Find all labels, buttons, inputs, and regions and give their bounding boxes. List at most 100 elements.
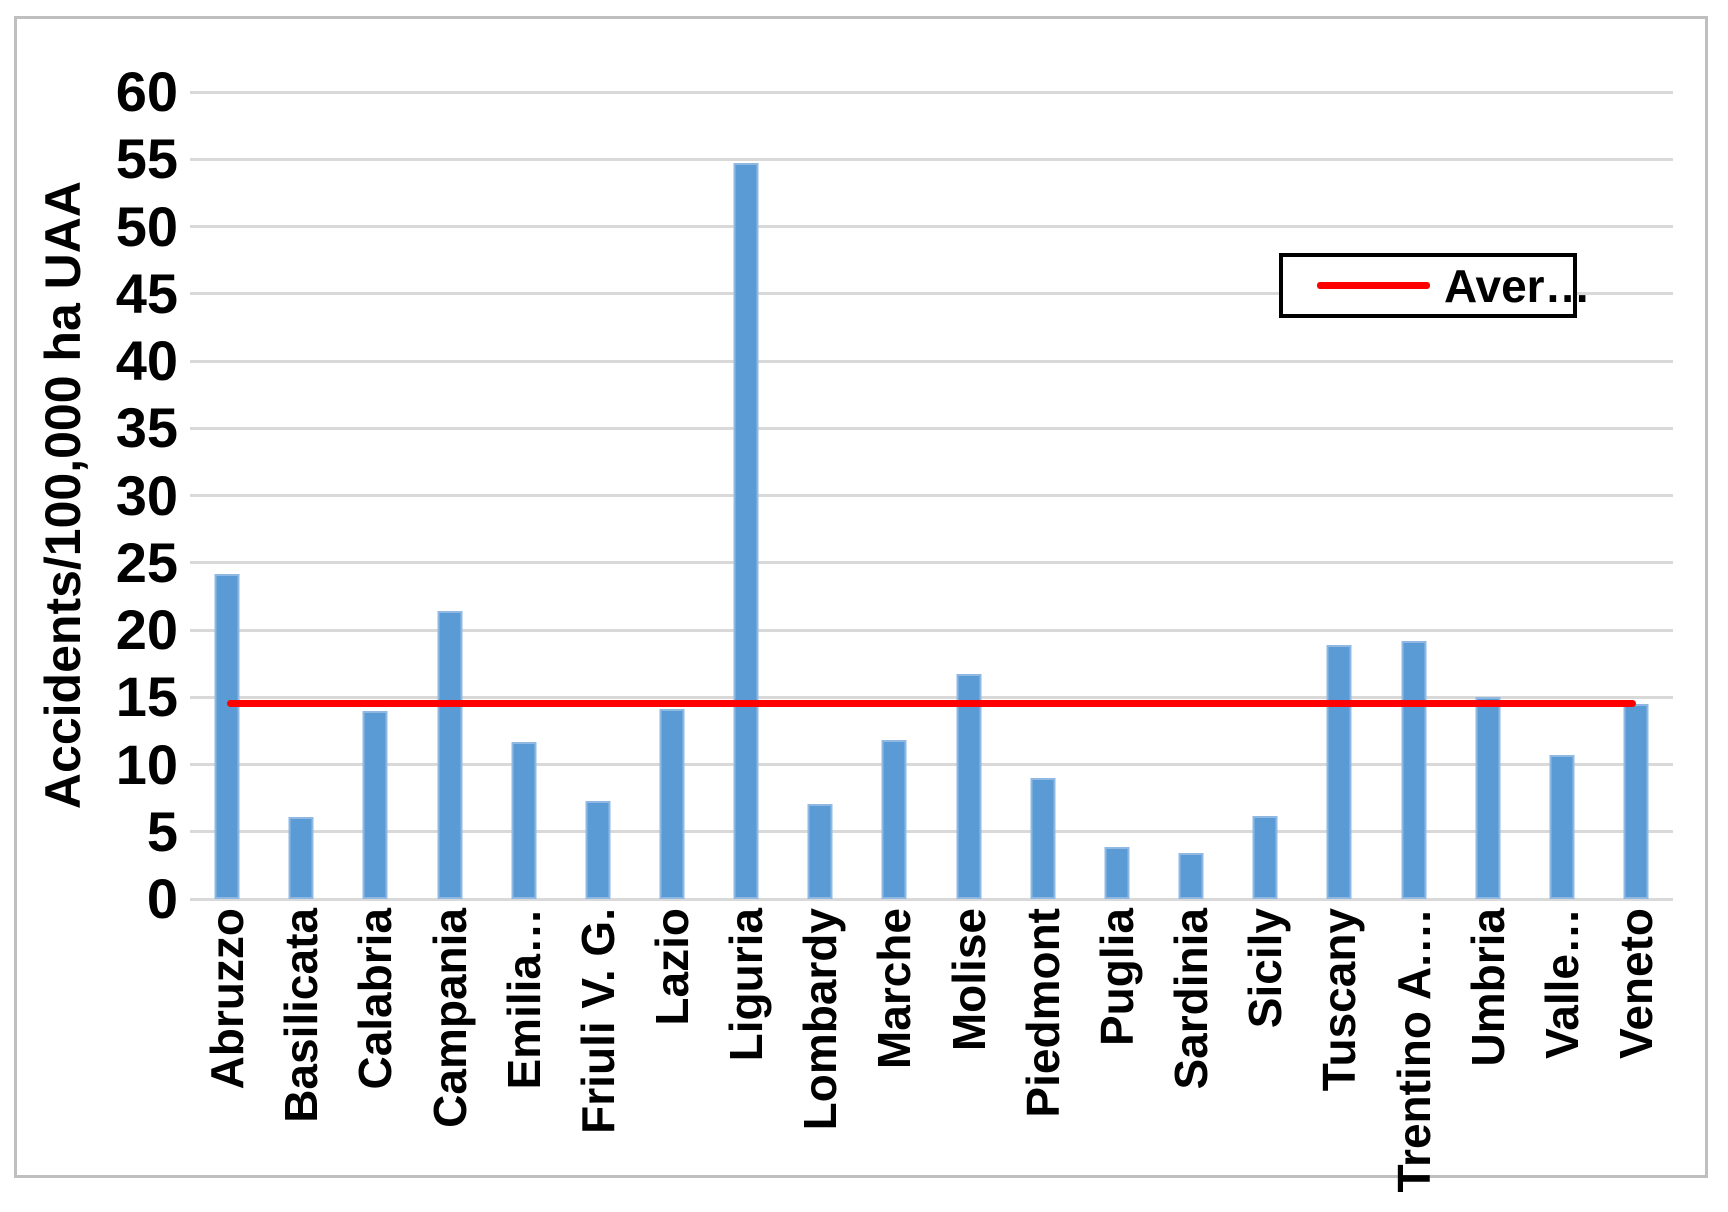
x-label-slot: Friuli V. G. bbox=[561, 908, 635, 1138]
x-label-slot: Trentino A.… bbox=[1377, 908, 1451, 1193]
bar-slot bbox=[412, 92, 486, 899]
x-category-label: Emilia… bbox=[497, 908, 550, 1090]
y-tick-label: 45 bbox=[115, 261, 178, 325]
chart-border-frame bbox=[14, 16, 1708, 1178]
bar-slot bbox=[1599, 92, 1673, 899]
gridline bbox=[190, 225, 1673, 228]
bar bbox=[1178, 853, 1204, 899]
bars-layer bbox=[190, 92, 1673, 899]
bar bbox=[1326, 644, 1352, 899]
bar bbox=[1401, 640, 1427, 899]
x-category-label: Friuli V. G. bbox=[571, 908, 624, 1134]
y-axis-labels: 0 5 10 15 20 25 30 35 40 45 50 55 60 bbox=[30, 64, 178, 927]
bar-slot bbox=[264, 92, 338, 899]
bar-slot bbox=[635, 92, 709, 899]
y-tick-label: 10 bbox=[115, 732, 178, 796]
x-label-slot: Liguria bbox=[709, 908, 783, 1138]
bar-slot bbox=[857, 92, 931, 899]
x-category-label: Molise bbox=[942, 908, 995, 1052]
gridline bbox=[190, 830, 1673, 834]
gridline bbox=[190, 897, 1673, 901]
x-category-label: Trentino A.… bbox=[1387, 908, 1440, 1193]
bar bbox=[881, 740, 907, 899]
x-label-slot: Puglia bbox=[1080, 908, 1154, 1138]
x-label-slot: Lazio bbox=[635, 908, 709, 1138]
y-tick-label: 35 bbox=[115, 396, 178, 460]
x-label-slot: Piedmont bbox=[1006, 908, 1080, 1138]
bar bbox=[956, 674, 982, 899]
x-category-label: Basilicata bbox=[275, 908, 328, 1123]
x-category-label: Lombardy bbox=[794, 908, 847, 1131]
x-label-slot: Campania bbox=[412, 908, 486, 1138]
y-tick-label: 25 bbox=[115, 530, 178, 594]
bar-slot bbox=[1006, 92, 1080, 899]
x-label-slot: Sardinia bbox=[1154, 908, 1228, 1138]
y-tick-label: 5 bbox=[146, 799, 178, 863]
bar bbox=[1549, 755, 1575, 899]
gridline bbox=[190, 695, 1673, 699]
x-category-label: Umbria bbox=[1461, 908, 1514, 1067]
bar bbox=[1623, 703, 1649, 899]
bar-slot bbox=[1451, 92, 1525, 899]
bar-slot bbox=[1525, 92, 1599, 899]
x-label-slot: Umbria bbox=[1451, 908, 1525, 1138]
bar bbox=[511, 741, 537, 899]
bar bbox=[585, 800, 611, 899]
bar-slot bbox=[561, 92, 635, 899]
y-tick-label: 0 bbox=[146, 867, 178, 930]
x-label-slot: Abruzzo bbox=[190, 908, 264, 1138]
gridline bbox=[190, 292, 1673, 296]
x-category-label: Tuscany bbox=[1313, 908, 1366, 1092]
x-label-slot: Sicily bbox=[1228, 908, 1302, 1138]
x-category-label: Sardinia bbox=[1165, 908, 1218, 1090]
x-label-slot: Veneto bbox=[1599, 908, 1673, 1138]
bar-slot bbox=[1154, 92, 1228, 899]
x-category-label: Marche bbox=[868, 908, 921, 1070]
bar bbox=[1475, 697, 1501, 899]
x-label-slot: Emilia… bbox=[487, 908, 561, 1138]
bar bbox=[1104, 846, 1130, 899]
bar-slot bbox=[487, 92, 561, 899]
x-label-slot: Calabria bbox=[338, 908, 412, 1138]
x-category-label: Valle… bbox=[1535, 908, 1588, 1059]
bar-slot bbox=[1377, 92, 1451, 899]
x-label-slot: Basilicata bbox=[264, 908, 338, 1138]
x-category-label: Liguria bbox=[720, 908, 773, 1062]
bar bbox=[1252, 815, 1278, 899]
bar-slot bbox=[932, 92, 1006, 899]
bar bbox=[1030, 777, 1056, 899]
bar bbox=[362, 710, 388, 899]
y-tick-label: 30 bbox=[115, 463, 178, 527]
bar-slot bbox=[709, 92, 783, 899]
x-category-label: Campania bbox=[423, 908, 476, 1128]
gridline bbox=[190, 494, 1673, 497]
legend: Aver… bbox=[1279, 253, 1591, 318]
bar-slot bbox=[1302, 92, 1376, 899]
bar-slot bbox=[338, 92, 412, 899]
x-category-label: Piedmont bbox=[1016, 908, 1069, 1118]
y-tick-label: 55 bbox=[115, 127, 178, 191]
y-tick-label: 15 bbox=[115, 665, 178, 729]
average-line bbox=[227, 700, 1636, 708]
bar-slot bbox=[1228, 92, 1302, 899]
x-label-slot: Molise bbox=[932, 908, 1006, 1138]
bar-slot bbox=[1080, 92, 1154, 899]
x-label-slot: Lombardy bbox=[783, 908, 857, 1138]
gridline bbox=[190, 561, 1673, 565]
gridline bbox=[190, 90, 1673, 94]
y-tick-label: 50 bbox=[115, 194, 178, 258]
x-category-label: Calabria bbox=[349, 908, 402, 1090]
x-category-label: Veneto bbox=[1610, 908, 1663, 1059]
legend-average-line-sample bbox=[1317, 282, 1430, 289]
bar bbox=[733, 163, 759, 899]
gridline bbox=[190, 763, 1673, 767]
x-label-slot: Marche bbox=[857, 908, 931, 1138]
y-tick-label: 20 bbox=[115, 598, 178, 662]
x-category-label: Lazio bbox=[646, 908, 699, 1026]
bar bbox=[437, 611, 463, 899]
bar bbox=[659, 709, 685, 899]
plot-area bbox=[190, 90, 1673, 901]
x-category-label: Puglia bbox=[1090, 908, 1143, 1047]
y-tick-label: 60 bbox=[115, 60, 178, 123]
